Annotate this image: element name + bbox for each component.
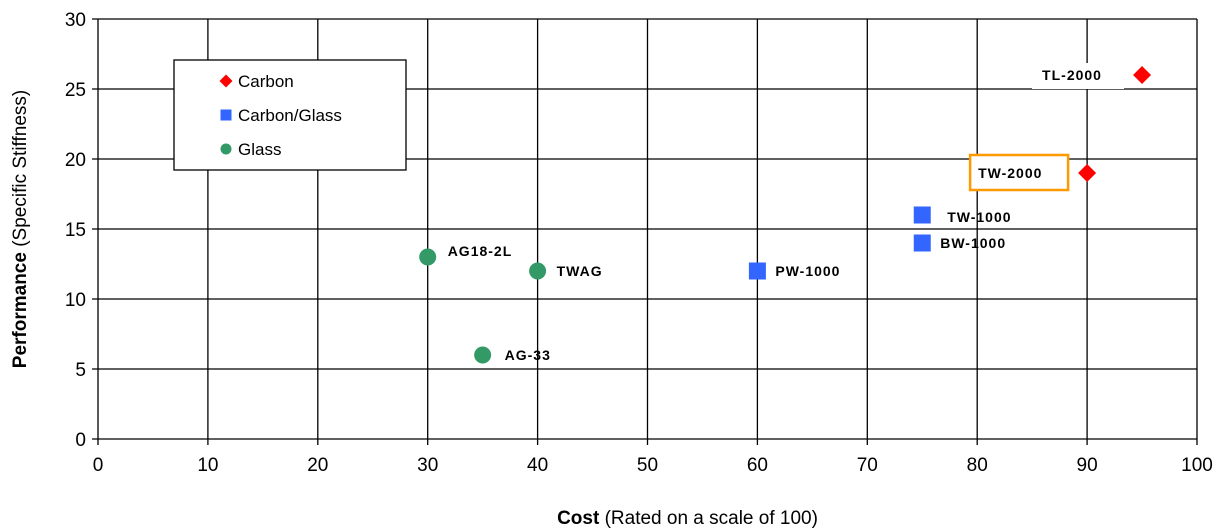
- y-tick-label: 30: [65, 10, 86, 31]
- x-tick-label: 30: [417, 455, 438, 476]
- point-ag-33: [474, 346, 492, 364]
- x-tick-label: 70: [857, 455, 878, 476]
- legend-box: [173, 59, 407, 171]
- point-bw-1000: [913, 234, 931, 252]
- point-label: TW-2000: [978, 165, 1042, 181]
- legend-marker-2: [220, 109, 232, 121]
- point-label: TW-1000: [947, 209, 1011, 225]
- point-label: TWAG: [557, 263, 603, 279]
- point-twag: [529, 262, 547, 280]
- point-tl-2000: [1133, 66, 1152, 84]
- legend-label: Carbon/Glass: [238, 106, 342, 125]
- x-tick-label: 0: [93, 455, 104, 476]
- x-tick-label: 10: [197, 455, 218, 476]
- x-tick-label: 90: [1077, 455, 1098, 476]
- x-axis-title-rest: (Rated on a scale of 100): [599, 508, 818, 529]
- label-background: [1032, 63, 1125, 89]
- x-axis-title-bold: Cost: [557, 508, 600, 529]
- x-axis-title: Cost (Rated on a scale of 100): [557, 508, 818, 529]
- tick-labels: 0 10 20 30 40 50 60 70 80 90 100 0 5 10 15 20 25 30: [65, 10, 1213, 476]
- data-points: [419, 66, 1152, 364]
- legend-label: Carbon: [238, 72, 294, 91]
- x-tick-label: 20: [307, 455, 328, 476]
- y-tick-label: 0: [75, 430, 86, 451]
- legend: Carbon Carbon/Glass Glass: [173, 59, 407, 171]
- legend-marker-1: [219, 74, 233, 88]
- y-axis-title: Performance (Specific Stiffness): [10, 90, 31, 368]
- point-label: AG18-2L: [448, 243, 513, 259]
- point-label: PW-1000: [775, 263, 840, 279]
- y-axis-title-bold: Performance: [10, 252, 31, 368]
- y-tick-label: 20: [65, 150, 86, 171]
- x-tick-label: 60: [747, 455, 768, 476]
- point-label: AG-33: [505, 347, 551, 363]
- point-ag18-2l: [419, 248, 437, 266]
- legend-marker-3: [220, 143, 232, 155]
- highlight-box: [968, 153, 1070, 192]
- point-pw-1000: [748, 262, 766, 280]
- x-tick-label: 40: [527, 455, 548, 476]
- point-label: BW-1000: [940, 235, 1006, 251]
- y-tick-label: 10: [65, 290, 86, 311]
- x-tick-label: 50: [637, 455, 658, 476]
- point-tw-1000: [913, 206, 931, 224]
- point-tw-2000: [1078, 164, 1097, 182]
- x-tick-label: 100: [1181, 455, 1213, 476]
- y-axis-title-rest: (Specific Stiffness): [10, 90, 31, 252]
- y-tick-label: 25: [65, 80, 86, 101]
- point-labels: TL-2000 TW-2000 TW-1000 BW-1000 PW-1000 AG18-…: [448, 63, 1125, 363]
- y-tick-label: 15: [65, 220, 86, 241]
- legend-label: Glass: [238, 140, 281, 159]
- y-tick-label: 5: [75, 360, 86, 381]
- point-label: TL-2000: [1042, 67, 1102, 83]
- grid-lines: [92, 18, 1198, 445]
- x-tick-label: 80: [967, 455, 988, 476]
